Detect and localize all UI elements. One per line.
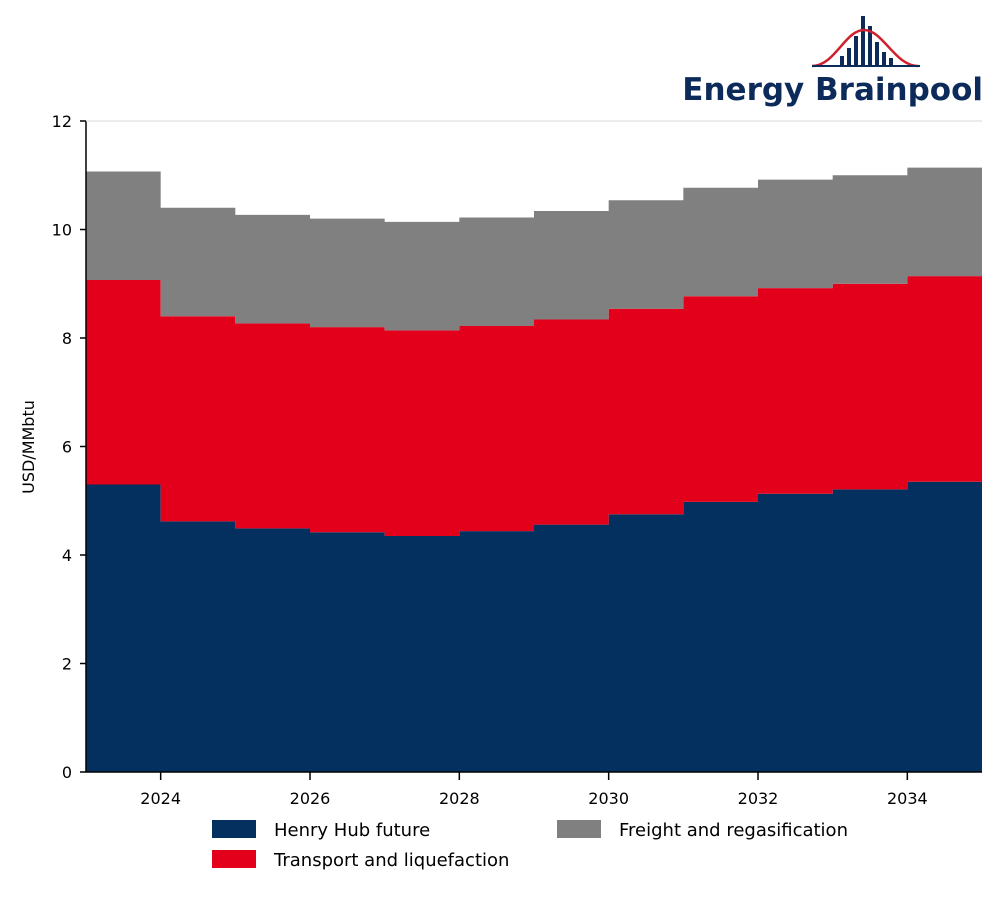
- x-tick-label: 2028: [439, 789, 480, 808]
- logo-bar: [889, 58, 893, 66]
- legend-label: Henry Hub future: [274, 820, 430, 841]
- y-tick-label: 6: [62, 438, 72, 457]
- y-axis-title: USD/MMbtu: [19, 400, 38, 494]
- logo-bars-icon: [840, 16, 893, 66]
- x-tick-label: 2026: [290, 789, 331, 808]
- legend-label: Transport and liquefaction: [273, 850, 509, 871]
- area-transport-and-liquefaction: [86, 276, 982, 537]
- y-tick-label: 12: [52, 112, 72, 131]
- logo-bar: [847, 48, 851, 66]
- logo-curve-icon: [811, 28, 919, 68]
- y-tick-label: 8: [62, 329, 72, 348]
- brand-name: Energy Brainpool: [682, 72, 983, 108]
- area-freight-and-regasification: [86, 167, 982, 331]
- x-tick-label: 2030: [588, 789, 629, 808]
- legend-label: Freight and regasification: [619, 820, 848, 841]
- legend-swatch: [212, 850, 256, 868]
- y-tick-label: 10: [52, 221, 72, 240]
- legend-item-freight-and-regasification: Freight and regasification: [557, 820, 848, 841]
- area-henry-hub-future: [86, 481, 982, 772]
- logo-bar: [840, 56, 844, 66]
- logo-bar: [875, 42, 879, 66]
- x-tick-label: 2034: [887, 789, 928, 808]
- energy-brainpool-logo: Energy Brainpool: [682, 16, 983, 108]
- y-tick-label: 4: [62, 546, 72, 565]
- axes: 0 2 4 6 8 10 12 2024 2026 2028 2030 2032 2034: [52, 112, 982, 808]
- logo-bar: [882, 52, 886, 66]
- logo-bar: [854, 36, 858, 66]
- y-tick-label: 0: [62, 763, 72, 782]
- legend-item-transport-and-liquefaction: Transport and liquefaction: [212, 850, 509, 871]
- plot-areas: [86, 167, 982, 772]
- legend-swatch: [557, 820, 601, 838]
- legend: Henry Hub future Transport and liquefacti…: [212, 820, 848, 871]
- legend-item-henry-hub-future: Henry Hub future: [212, 820, 430, 841]
- logo-bar: [861, 16, 865, 66]
- y-tick-label: 2: [62, 655, 72, 674]
- x-tick-label: 2032: [738, 789, 779, 808]
- logo-bar: [868, 26, 872, 66]
- legend-swatch: [212, 820, 256, 838]
- x-tick-label: 2024: [140, 789, 181, 808]
